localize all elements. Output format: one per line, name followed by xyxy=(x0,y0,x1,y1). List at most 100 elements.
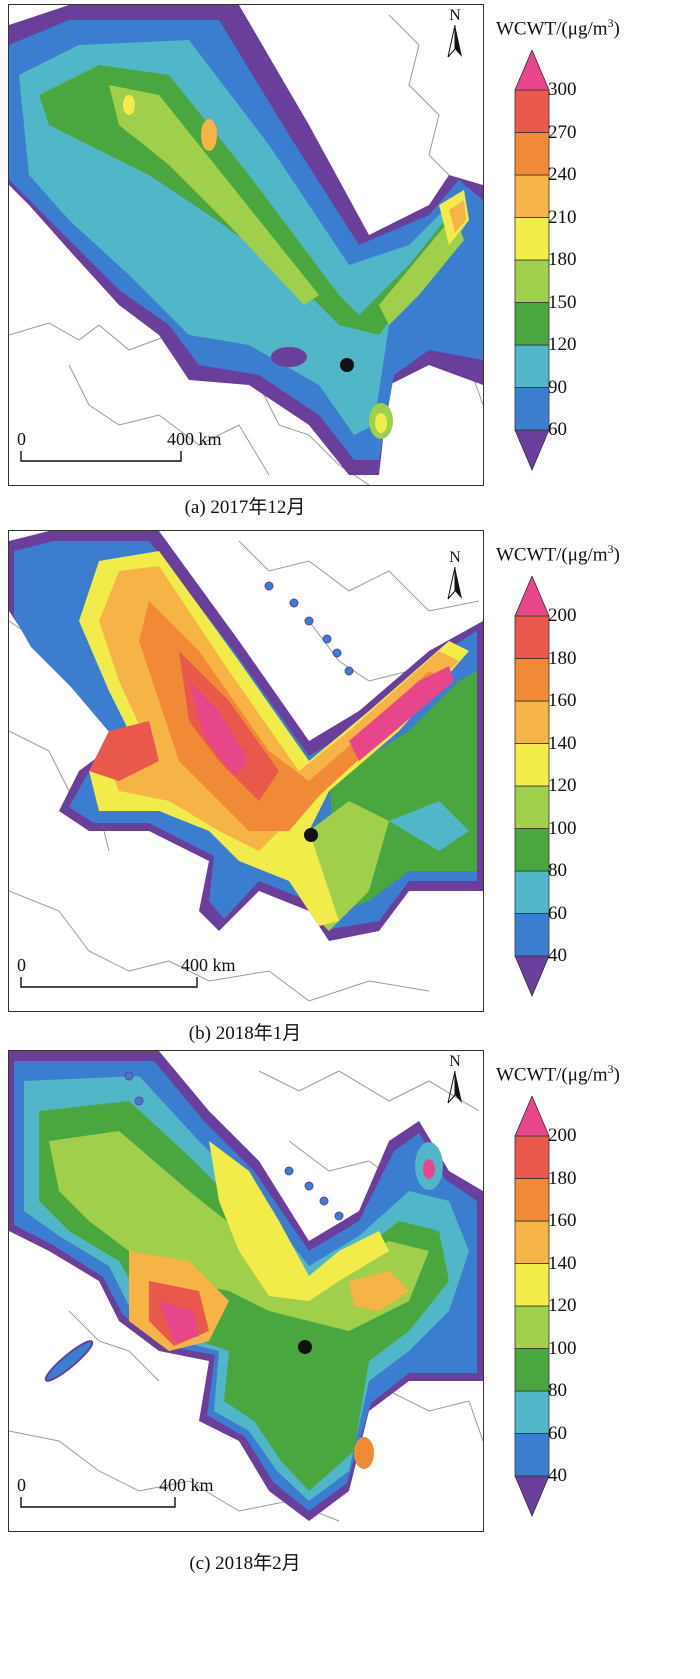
north-label: N xyxy=(449,1053,461,1070)
legend-title: WCWT/(μg/m3) xyxy=(496,16,620,40)
colorbar-bin xyxy=(514,259,550,303)
north-arrow-icon xyxy=(447,24,462,58)
colorbar-upper-triangle xyxy=(514,576,550,617)
legend-tick-label: 60 xyxy=(548,902,567,924)
isolated-cells xyxy=(124,1071,344,1221)
colorbar-bin xyxy=(514,1220,550,1264)
legend-tick-label: 300 xyxy=(548,79,577,100)
colorbar-bin xyxy=(514,302,550,346)
legend-tick-label: 90 xyxy=(548,376,567,398)
colorbar-a xyxy=(514,50,550,472)
north-label: N xyxy=(449,7,461,24)
colorbar-bin xyxy=(514,1178,550,1222)
legend-tick-label: 160 xyxy=(548,690,577,711)
legend-tick-label: 200 xyxy=(548,1125,577,1146)
legend-tick-label: 180 xyxy=(548,1167,577,1189)
colorbar-bin xyxy=(514,387,550,431)
colorbar-b xyxy=(514,576,550,998)
north-arrow-icon xyxy=(447,1070,462,1104)
legend-tick-label: 140 xyxy=(548,732,577,754)
colorbar-bin xyxy=(514,870,550,914)
legend-tick-label: 40 xyxy=(548,1465,567,1486)
legend-tick-label: 180 xyxy=(548,647,577,669)
scale-distance-label: 400 km xyxy=(167,429,222,449)
scale-distance-label: 400 km xyxy=(159,1475,214,1495)
colorbar-bin xyxy=(514,344,550,388)
scale-bar xyxy=(20,1497,176,1508)
caption-c: (c) 2018年2月 xyxy=(189,1553,301,1574)
receptor-site-marker xyxy=(304,828,318,842)
colorbar-lower-triangle xyxy=(514,1475,550,1518)
colorbar-bin xyxy=(514,1135,550,1179)
legend-tick-label: 120 xyxy=(548,334,577,355)
panel-c: 0 400 km N WCWT/(μg/m3) 200 180 160 140 120 1… xyxy=(0,1046,700,1679)
legend-tick-label: 80 xyxy=(548,1380,567,1401)
wcwt-field-c xyxy=(9,1051,483,1522)
legend-tick-label: 40 xyxy=(548,945,567,966)
legend-tick-label: 80 xyxy=(548,860,567,881)
colorbar-bin xyxy=(514,743,550,787)
scale-bar xyxy=(20,451,182,462)
legend-tick-label: 160 xyxy=(548,1210,577,1231)
colorbar-c xyxy=(514,1096,550,1518)
isolated-cells xyxy=(264,581,354,676)
north-arrow-icon xyxy=(447,566,462,600)
colorbar-bin xyxy=(514,1263,550,1307)
colorbar-bin xyxy=(514,132,550,176)
north-arrow: N xyxy=(447,7,463,64)
legend-tick-label: 60 xyxy=(548,1422,567,1444)
colorbar-bin xyxy=(514,1390,550,1434)
colorbar-bin xyxy=(514,217,550,261)
legend-c: WCWT/(μg/m3) 200 180 160 140 120 100 80 60 40 xyxy=(496,1046,696,1526)
map-c: 0 400 km N xyxy=(8,1050,484,1532)
legend-tick-label: 100 xyxy=(548,817,577,839)
colorbar-bin xyxy=(514,828,550,872)
legend-tick-label: 240 xyxy=(548,164,577,185)
colorbar-lower-triangle xyxy=(514,429,550,472)
legend-tick-label: 270 xyxy=(548,121,577,143)
scale-zero-label: 0 xyxy=(17,955,26,975)
caption-b: (b) 2018年1月 xyxy=(188,1023,302,1044)
scale-bar xyxy=(20,977,198,988)
colorbar-bin xyxy=(514,615,550,659)
legend-title: WCWT/(μg/m3) xyxy=(496,1062,620,1086)
colorbar-bin xyxy=(514,785,550,829)
colorbar-bin xyxy=(514,1433,550,1477)
legend-tick-label: 210 xyxy=(548,206,577,228)
legend-tick-label: 120 xyxy=(548,1295,577,1316)
wcwt-field-a xyxy=(9,5,483,485)
legend-title: WCWT/(μg/m3) xyxy=(496,542,620,566)
plume-layers xyxy=(9,5,483,475)
scale-zero-label: 0 xyxy=(17,429,26,449)
legend-a: WCWT/(μg/m3) 300 270 240 210 180 150 120 90 60 xyxy=(496,0,696,480)
legend-tick-label: 100 xyxy=(548,1337,577,1359)
colorbar-bin xyxy=(514,913,550,957)
receptor-site-marker xyxy=(298,1340,312,1354)
scale-distance-label: 400 km xyxy=(181,955,236,975)
panel-a: 0 400 km N WCWT/(μg/m3) 300 270 240 210 180 1… xyxy=(0,0,700,525)
colorbar-bin xyxy=(514,89,550,133)
legend-tick-label: 120 xyxy=(548,775,577,796)
panel-b: 0 400 km N WCWT/(μg/m3) 200 180 160 140 120 1… xyxy=(0,526,700,1051)
legend-tick-label: 200 xyxy=(548,605,577,626)
caption-a: (a) 2017年12月 xyxy=(184,497,306,518)
legend-tick-label: 60 xyxy=(548,419,567,440)
legend-tick-label: 150 xyxy=(548,291,577,313)
colorbar-bin xyxy=(514,174,550,218)
legend-tick-label: 180 xyxy=(548,249,577,270)
north-label: N xyxy=(449,549,461,566)
colorbar-lower-triangle xyxy=(514,955,550,998)
plume-layers xyxy=(9,531,483,941)
legend-tick-label: 140 xyxy=(548,1252,577,1274)
colorbar-bin xyxy=(514,1305,550,1349)
map-a: 0 400 km N xyxy=(8,4,484,486)
colorbar-bin xyxy=(514,1348,550,1392)
north-arrow: N xyxy=(447,1053,463,1110)
plume-layers xyxy=(9,1051,483,1521)
colorbar-upper-triangle xyxy=(514,50,550,91)
north-arrow: N xyxy=(447,549,463,606)
colorbar-upper-triangle xyxy=(514,1096,550,1137)
map-b: 0 400 km N xyxy=(8,530,484,1012)
colorbar-bin xyxy=(514,658,550,702)
legend-b: WCWT/(μg/m3) 200 180 160 140 120 100 80 60 40 xyxy=(496,526,696,1006)
